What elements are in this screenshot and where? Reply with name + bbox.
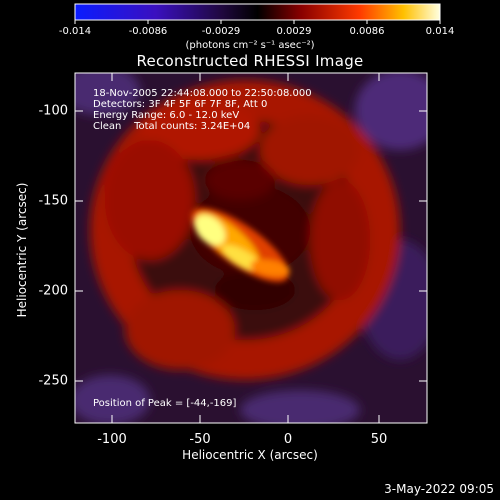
colorbar	[74, 3, 441, 21]
colorbar-tick-label: -0.0086	[128, 26, 168, 37]
colorbar-tick-label: 0.0086	[349, 26, 385, 37]
colorbar-unit-label: (photons cm⁻² s⁻¹ asec⁻²)	[185, 40, 315, 51]
y-tick-label: -150	[38, 193, 68, 209]
y-axis-ticks	[75, 110, 427, 382]
y-tick-label: -100	[38, 103, 68, 119]
x-tick-label: 0	[283, 432, 293, 447]
y-tick-label: -200	[38, 283, 68, 299]
y-axis-label: Heliocentric Y (arcsec)	[15, 182, 29, 318]
x-tick-label: -100	[97, 432, 127, 447]
x-axis-label: Heliocentric X (arcsec)	[182, 448, 318, 462]
annotation-detectors: Detectors: 3F 4F 5F 6F 7F 8F, Att 0	[93, 99, 268, 110]
x-tick-label: 50	[370, 432, 388, 447]
annotation-time-range: 18-Nov-2005 22:44:08.000 to 22:50:08.000	[93, 88, 312, 99]
y-tick-label: -250	[38, 373, 68, 389]
x-axis-ticks	[111, 73, 380, 423]
chart-title: Reconstructed RHESSI Image	[136, 52, 364, 70]
annotation-peak-position: Position of Peak = [-44,-169]	[93, 398, 237, 409]
image-map	[75, 73, 427, 423]
footer-date: 3-May-2022 09:05	[384, 482, 494, 496]
x-tick-label: -50	[189, 432, 211, 447]
colorbar-tick-label: 0.0029	[276, 26, 312, 37]
colorbar-ticks	[74, 20, 441, 24]
colorbar-tick-label: -0.014	[58, 26, 92, 37]
annotation-energy-range: Energy Range: 6.0 - 12.0 keV	[93, 110, 240, 121]
plot-frame	[74, 72, 428, 424]
colorbar-tick-label: 0.014	[425, 26, 455, 37]
annotation-total-counts: Clean Total counts: 3.24E+04	[93, 121, 251, 132]
colorbar-tick-label: -0.0029	[201, 26, 241, 37]
